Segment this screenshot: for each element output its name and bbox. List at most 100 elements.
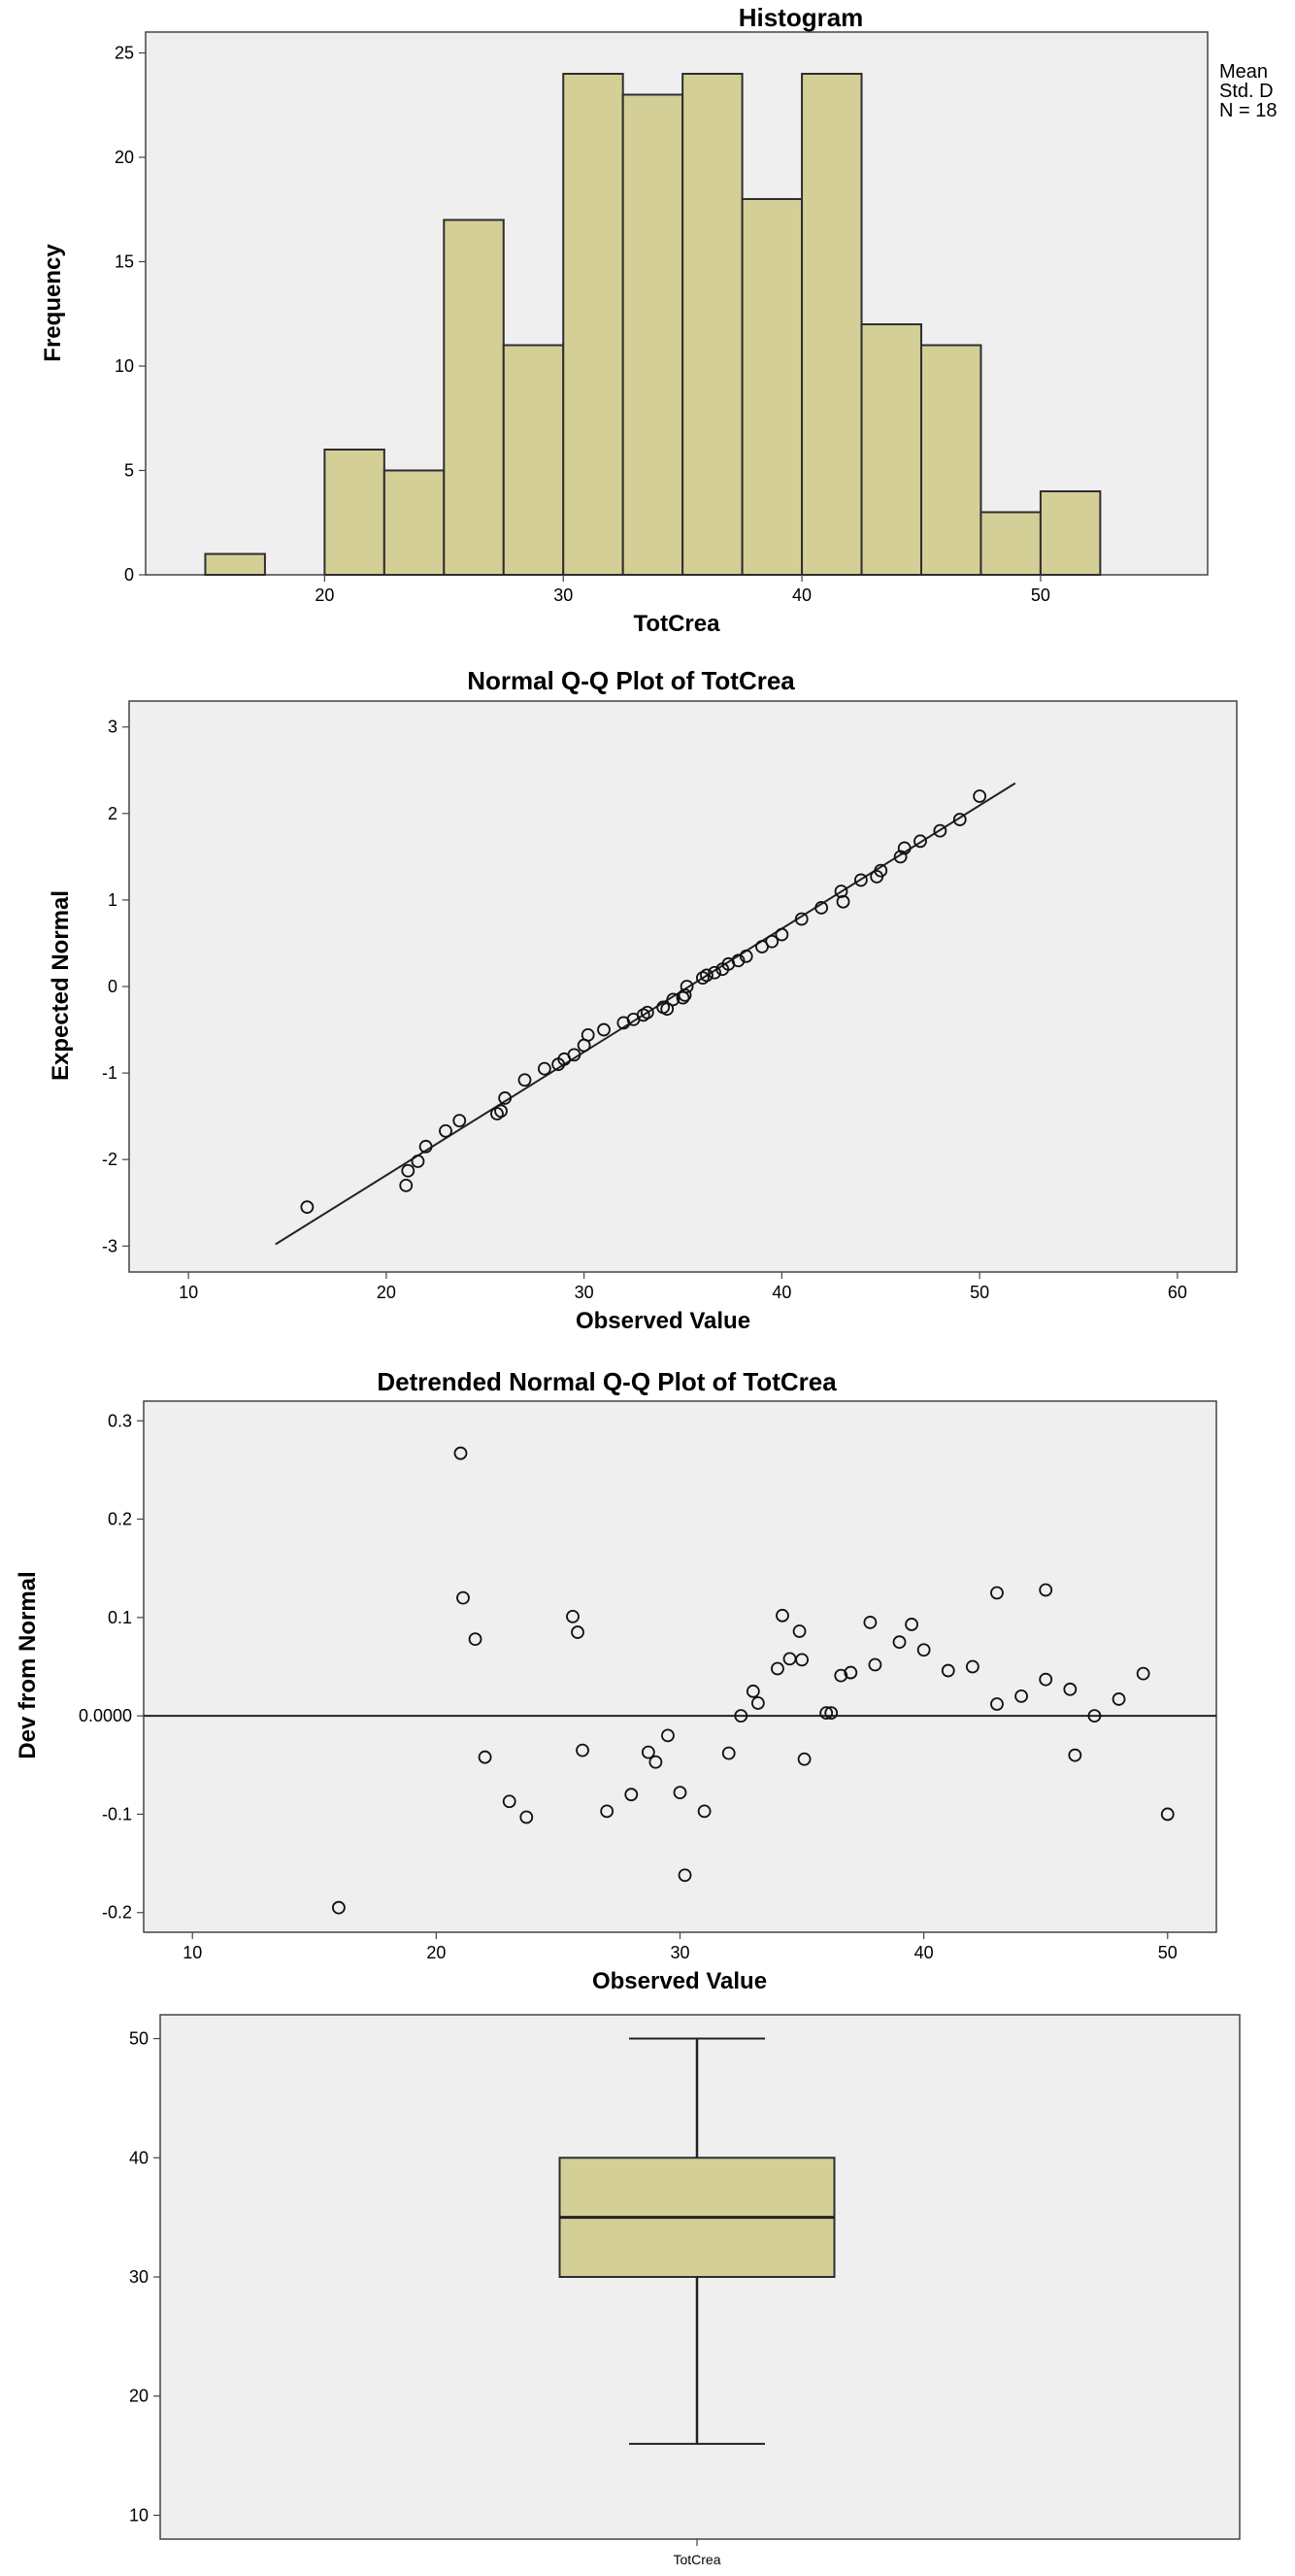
data-point <box>519 1810 534 1824</box>
data-point <box>913 834 927 849</box>
data-point <box>666 992 681 1007</box>
data-point <box>990 1586 1004 1600</box>
data-point <box>566 1609 580 1623</box>
histogram-bar <box>382 469 446 576</box>
data-point <box>868 1657 882 1672</box>
histogram-bar <box>502 344 565 576</box>
data-point <box>775 927 789 942</box>
data-point <box>600 1804 614 1819</box>
y-tick-label: 50 <box>129 2029 149 2049</box>
y-tick-label: 1 <box>108 890 117 910</box>
data-point <box>597 1022 611 1037</box>
category-label: TotCrea <box>673 2552 720 2567</box>
data-point <box>721 1746 736 1760</box>
y-tick-label: 30 <box>129 2267 149 2287</box>
y-axis-label: Frequency <box>40 244 66 362</box>
y-tick-label: 0 <box>124 565 134 585</box>
x-tick-label: 50 <box>1031 585 1050 605</box>
x-tick-label: 60 <box>1168 1283 1187 1302</box>
data-point <box>453 1446 468 1460</box>
x-tick-label: 40 <box>772 1283 791 1302</box>
data-point <box>892 1635 907 1650</box>
data-point <box>1136 1666 1150 1681</box>
data-point <box>708 965 721 980</box>
x-tick-label: 40 <box>792 585 812 605</box>
data-point <box>797 1752 812 1766</box>
x-tick-label: 40 <box>914 1943 934 1962</box>
y-tick-label: 5 <box>124 461 134 481</box>
data-point <box>794 912 809 926</box>
data-point <box>678 988 692 1002</box>
y-tick-label: -0.2 <box>102 1903 132 1923</box>
x-tick-label: 10 <box>179 1283 198 1302</box>
data-point <box>1039 1583 1053 1597</box>
histogram-bar <box>323 449 385 576</box>
data-point <box>905 1618 918 1631</box>
data-point <box>1068 1748 1082 1762</box>
y-tick-label: 20 <box>129 2387 149 2406</box>
data-point <box>576 1743 589 1757</box>
data-point <box>731 953 746 968</box>
y-tick-label: -2 <box>102 1150 117 1169</box>
data-point <box>834 1668 848 1683</box>
data-point <box>834 885 848 898</box>
histogram-bar <box>801 73 863 576</box>
data-point <box>990 1697 1004 1711</box>
legend-entry: N = 18 <box>1219 100 1277 121</box>
data-point <box>502 1794 516 1809</box>
chart-title: Detrended Normal Q-Q Plot of TotCrea <box>377 1367 837 1396</box>
data-point <box>700 968 714 983</box>
data-point <box>792 1624 807 1638</box>
data-point <box>973 789 987 803</box>
data-point <box>814 901 829 915</box>
x-axis-label: Observed Value <box>576 1308 750 1334</box>
y-tick-label: 40 <box>129 2148 149 2167</box>
data-point <box>680 980 694 993</box>
histogram-bar <box>1039 490 1102 576</box>
histogram-bar <box>621 93 684 576</box>
histogram-chart: Histogram 20 30 40 50 0 5 10 15 20 25 TotCrea Freque… <box>40 3 1277 637</box>
data-point <box>1160 1807 1175 1822</box>
plot-area <box>143 1400 1217 1933</box>
y-tick-label: -3 <box>102 1236 117 1255</box>
y-tick-label: 0.3 <box>108 1411 132 1430</box>
histogram-bar <box>562 73 624 576</box>
y-tick-label: 20 <box>115 148 134 167</box>
y-tick-label: 0.2 <box>108 1510 132 1529</box>
chart-title: Normal Q-Q Plot of TotCrea <box>467 666 795 695</box>
chart-title: Histogram <box>739 3 864 32</box>
y-tick-label: 3 <box>108 718 117 737</box>
data-point <box>494 1104 508 1119</box>
histogram-bar <box>204 552 266 576</box>
x-tick-label: 30 <box>575 1283 594 1302</box>
data-point <box>332 1900 346 1915</box>
data-point <box>750 1696 765 1710</box>
data-point <box>697 1804 712 1819</box>
data-point <box>399 1179 414 1192</box>
y-tick-label: 0 <box>108 977 117 996</box>
data-point <box>765 934 780 949</box>
y-tick-label: 15 <box>115 252 134 272</box>
data-point <box>581 1027 595 1042</box>
data-point <box>641 1745 655 1759</box>
x-tick-label: 30 <box>553 585 573 605</box>
data-point <box>673 1786 687 1800</box>
data-point <box>897 841 912 855</box>
data-point <box>1112 1692 1126 1706</box>
histogram-bar <box>860 323 922 576</box>
data-point <box>1014 1689 1028 1703</box>
data-point <box>661 1728 675 1743</box>
data-point <box>660 1002 675 1017</box>
x-tick-label: 20 <box>426 1943 446 1962</box>
x-axis-label: TotCrea <box>634 611 721 637</box>
data-point <box>776 1608 789 1623</box>
data-point <box>874 863 888 878</box>
data-point <box>824 1706 839 1721</box>
histogram-bar <box>443 218 505 576</box>
y-tick-label: -1 <box>102 1063 117 1083</box>
data-point <box>300 1200 315 1215</box>
data-point <box>933 823 947 838</box>
histogram-bar <box>741 198 804 576</box>
